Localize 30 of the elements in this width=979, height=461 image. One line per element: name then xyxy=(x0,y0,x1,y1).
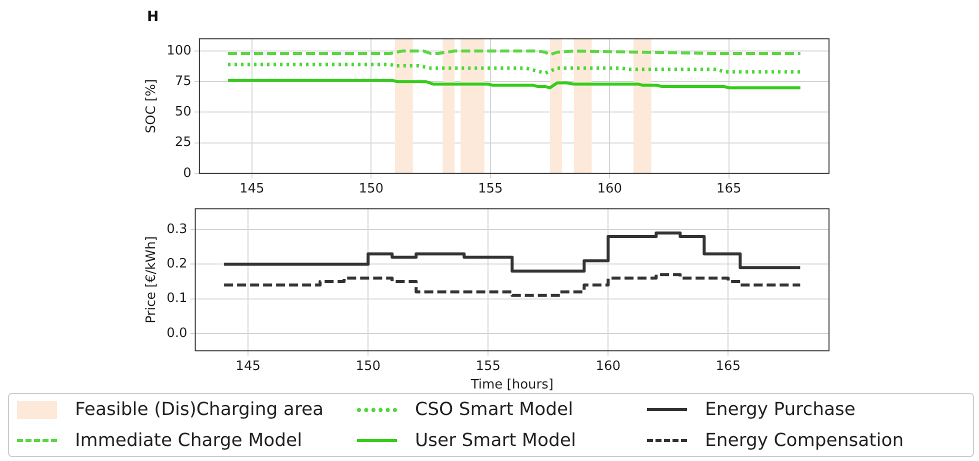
y-tick-label: 0.3 xyxy=(166,222,188,237)
x-tick-label: 155 xyxy=(478,182,503,197)
legend-label: Energy Purchase xyxy=(705,399,856,420)
legend-label: Immediate Charge Model xyxy=(75,430,302,451)
x-tick-label: 145 xyxy=(239,182,264,197)
y-tick-label: 50 xyxy=(174,104,192,120)
y-tick-label: 25 xyxy=(174,135,192,150)
x-tick-label: 165 xyxy=(716,358,741,374)
x-tick-label: 150 xyxy=(358,182,384,197)
x-tick-label: 160 xyxy=(597,182,622,197)
y-axis-title: Price [€/kWh] xyxy=(144,236,160,324)
chart-title: H xyxy=(147,9,159,25)
y-tick-label: 0.2 xyxy=(166,256,188,272)
x-axis-title: Time [hours] xyxy=(470,378,554,393)
y-tick-label: 100 xyxy=(166,43,192,58)
legend-label: Energy Compensation xyxy=(705,430,904,451)
legend-label: Feasible (Dis)Charging area xyxy=(75,399,324,420)
y-tick-label: 0.1 xyxy=(166,291,188,306)
x-tick-label: 165 xyxy=(716,182,742,197)
x-tick-label: 150 xyxy=(356,358,381,374)
x-tick-label: 155 xyxy=(476,358,501,374)
x-tick-label: 160 xyxy=(596,358,621,374)
y-axis-title: SOC [%] xyxy=(144,79,160,134)
y-tick-label: 0 xyxy=(183,166,192,181)
x-tick-label: 145 xyxy=(236,358,260,374)
legend-label: User Smart Model xyxy=(415,430,576,451)
y-tick-label: 75 xyxy=(174,74,192,89)
y-tick-label: 0.0 xyxy=(166,326,188,341)
line-series xyxy=(226,62,802,75)
legend-label: CSO Smart Model xyxy=(415,399,574,420)
